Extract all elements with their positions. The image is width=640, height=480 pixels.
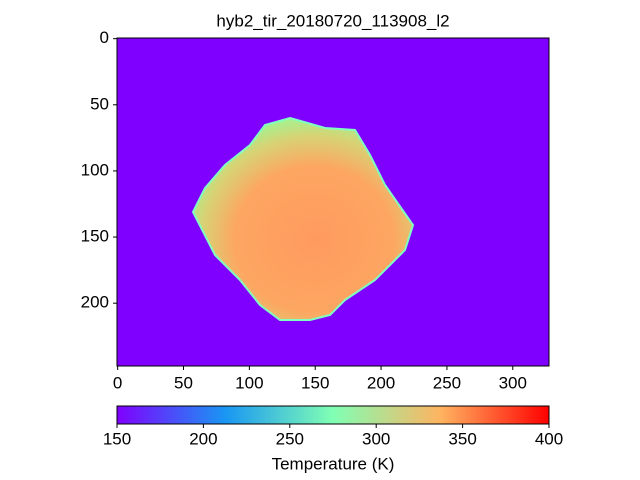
y-tick-label: 150 xyxy=(81,227,109,246)
y-tick-label: 50 xyxy=(90,94,109,113)
x-tick-label: 200 xyxy=(367,373,395,392)
colorbar xyxy=(116,405,550,425)
colorbar-label: Temperature (K) xyxy=(272,454,395,473)
colorbar-tick-label: 300 xyxy=(362,429,390,448)
chart-title: hyb2_tir_20180720_113908_l2 xyxy=(216,11,449,30)
asteroid xyxy=(191,116,415,321)
y-tick-label: 0 xyxy=(100,28,109,47)
colorbar-tick-label: 350 xyxy=(448,429,476,448)
x-tick-label: 250 xyxy=(433,373,461,392)
x-tick-label: 100 xyxy=(235,373,263,392)
axes-frame xyxy=(116,37,550,367)
colorbar-tick-label: 200 xyxy=(189,429,217,448)
x-tick-label: 0 xyxy=(113,373,122,392)
x-tick-label: 50 xyxy=(174,373,193,392)
x-tick-label: 150 xyxy=(301,373,329,392)
y-tick-label: 200 xyxy=(81,293,109,312)
y-tick-label: 100 xyxy=(81,160,109,179)
x-tick-label: 300 xyxy=(499,373,527,392)
colorbar-tick-label: 400 xyxy=(535,429,563,448)
colorbar-tick-label: 150 xyxy=(103,429,131,448)
colorbar-tick-label: 250 xyxy=(276,429,304,448)
